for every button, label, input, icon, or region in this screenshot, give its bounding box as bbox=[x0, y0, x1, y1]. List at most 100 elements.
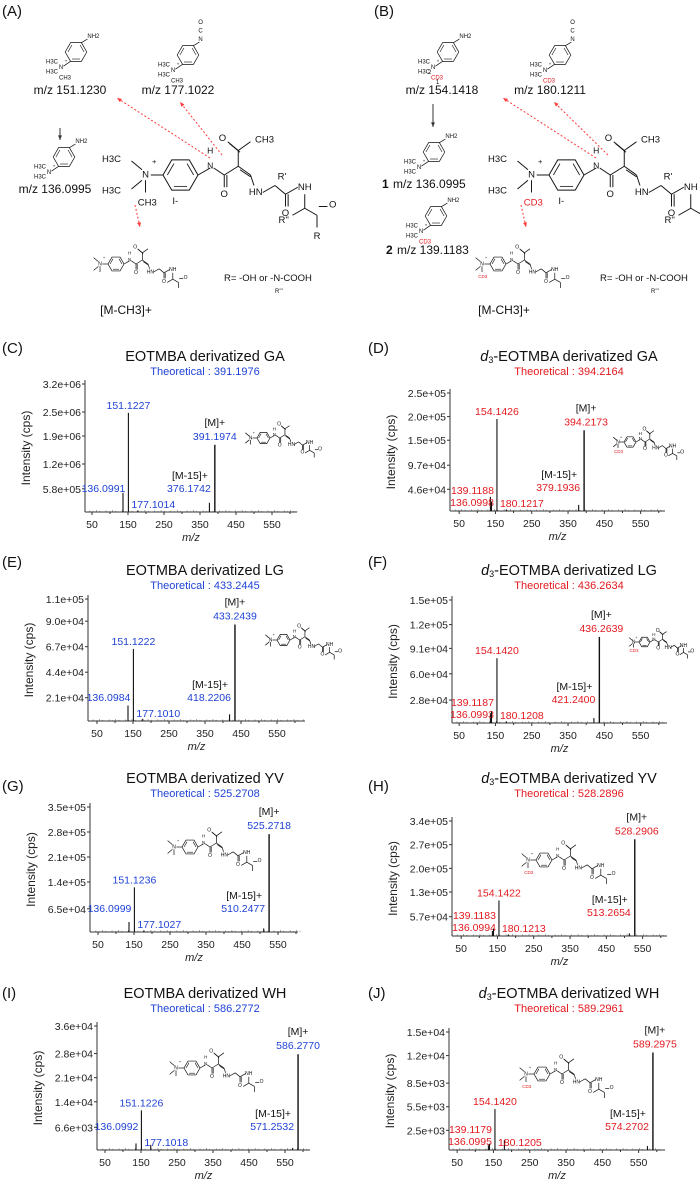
x-axis-label: m/z bbox=[188, 741, 206, 753]
y-axis-label: Intensity (cps) bbox=[384, 415, 398, 490]
bond bbox=[586, 864, 593, 870]
atom-label: O bbox=[278, 442, 282, 448]
title-part: d bbox=[480, 349, 489, 365]
atom-label: N bbox=[249, 435, 253, 441]
peak-label: 136.0993 bbox=[450, 709, 494, 721]
bond bbox=[258, 433, 262, 439]
bond bbox=[491, 258, 496, 265]
bond bbox=[293, 441, 299, 445]
atom-label: O bbox=[133, 245, 137, 251]
x-tick-label: 450 bbox=[598, 943, 616, 955]
atom-label: N bbox=[480, 261, 484, 267]
y-tick-label: 1.5e+05 bbox=[408, 435, 446, 447]
bond bbox=[690, 207, 700, 215]
peak-label: 151.1227 bbox=[107, 400, 151, 412]
bond bbox=[520, 249, 526, 254]
peak-label: 139.1183 bbox=[453, 910, 496, 922]
atom-label: + bbox=[179, 1059, 182, 1064]
y-tick-label: 6.0e+04 bbox=[410, 669, 448, 681]
x-tick-label: 350 bbox=[197, 939, 215, 951]
bond bbox=[143, 261, 149, 266]
atom-label: O bbox=[134, 270, 138, 276]
atom-label: H bbox=[273, 426, 276, 431]
atom-label: H3C bbox=[34, 174, 47, 180]
atom-label: N bbox=[98, 261, 102, 267]
bond bbox=[615, 143, 627, 153]
bond bbox=[285, 186, 298, 195]
path-number: 1 bbox=[436, 80, 440, 86]
peak-label: 136.0994 bbox=[452, 922, 496, 934]
x-tick-label: 550 bbox=[630, 1157, 648, 1169]
arrow-line bbox=[116, 97, 211, 159]
title-part: -EOTMBA derivatized GA bbox=[493, 349, 658, 365]
bond bbox=[167, 163, 175, 176]
peak-label: 574.2702 bbox=[605, 1121, 649, 1133]
bond bbox=[584, 1078, 591, 1084]
bond bbox=[500, 258, 505, 265]
benzene-ring bbox=[489, 256, 507, 272]
atom-label: O bbox=[277, 422, 281, 428]
bond bbox=[246, 861, 253, 866]
atom-label: N bbox=[554, 1067, 557, 1072]
benzene-ring bbox=[535, 852, 553, 868]
bond bbox=[571, 857, 577, 862]
y-axis-label: Intensity (cps) bbox=[386, 624, 400, 699]
panel-letter: (I) bbox=[2, 985, 16, 1002]
bond bbox=[241, 861, 247, 866]
title-part: EOTMBA derivatized WH bbox=[124, 986, 287, 1002]
bond bbox=[51, 166, 59, 172]
bond bbox=[309, 450, 315, 454]
peak-label: 586.2770 bbox=[276, 1040, 320, 1052]
x-tick-label: 550 bbox=[268, 728, 286, 740]
bond bbox=[573, 1073, 576, 1079]
bond bbox=[186, 163, 194, 176]
peak-label: 136.0991 bbox=[82, 483, 126, 495]
y-tick-label: 2.8e+04 bbox=[410, 695, 448, 707]
atom-label: N bbox=[528, 170, 535, 181]
x-tick-label: 50 bbox=[92, 939, 104, 951]
bond bbox=[245, 432, 250, 437]
theoretical-mass: Theoretical : 436.2634 bbox=[514, 580, 623, 592]
panel-letter: (G) bbox=[2, 778, 24, 795]
bond bbox=[640, 638, 643, 643]
y-axis-label: Intensity (cps) bbox=[22, 623, 36, 698]
atom-label: + bbox=[65, 59, 68, 64]
x-tick-label: 250 bbox=[155, 519, 173, 531]
x-tick-label: 450 bbox=[233, 939, 251, 951]
atom-label: O bbox=[338, 648, 342, 654]
atom-label: R'' bbox=[279, 215, 290, 226]
peak-label: 525.2718 bbox=[247, 820, 291, 832]
bond bbox=[175, 64, 183, 70]
atom-label: R' bbox=[664, 171, 673, 182]
fragment-ion-label: [M-15]+ bbox=[556, 681, 592, 693]
atom-label: N bbox=[128, 257, 131, 262]
bond bbox=[600, 874, 607, 879]
bond bbox=[309, 639, 312, 645]
y-tick-label: 2.7e+05 bbox=[410, 840, 448, 852]
atom-label: NH bbox=[243, 850, 251, 856]
x-tick-label: 250 bbox=[168, 1157, 186, 1169]
bond bbox=[525, 261, 531, 266]
bond bbox=[158, 268, 165, 274]
y-tick-label: 5.8e+05 bbox=[43, 484, 81, 496]
bond bbox=[561, 1069, 569, 1075]
title-part: 3 bbox=[489, 569, 494, 579]
demethyl-ion-mz: m/z 136.0995 bbox=[19, 182, 92, 196]
bond bbox=[569, 1071, 575, 1076]
bond bbox=[628, 643, 633, 647]
title-part: EOTMBA derivatized YV bbox=[126, 771, 284, 787]
bond bbox=[292, 207, 305, 216]
fragment-ion-label: [M-15]+ bbox=[172, 470, 208, 482]
bond bbox=[421, 161, 429, 167]
bond bbox=[549, 1070, 556, 1075]
bond bbox=[55, 149, 61, 158]
panel-letter: (A) bbox=[2, 3, 22, 20]
bond bbox=[649, 639, 655, 643]
atom-label: O bbox=[298, 644, 302, 650]
bond bbox=[205, 843, 211, 848]
molecular-ion-label: [M]+ bbox=[259, 806, 280, 818]
atom-label: O bbox=[570, 20, 575, 26]
atom-label: N bbox=[556, 853, 559, 858]
bond bbox=[179, 47, 185, 56]
